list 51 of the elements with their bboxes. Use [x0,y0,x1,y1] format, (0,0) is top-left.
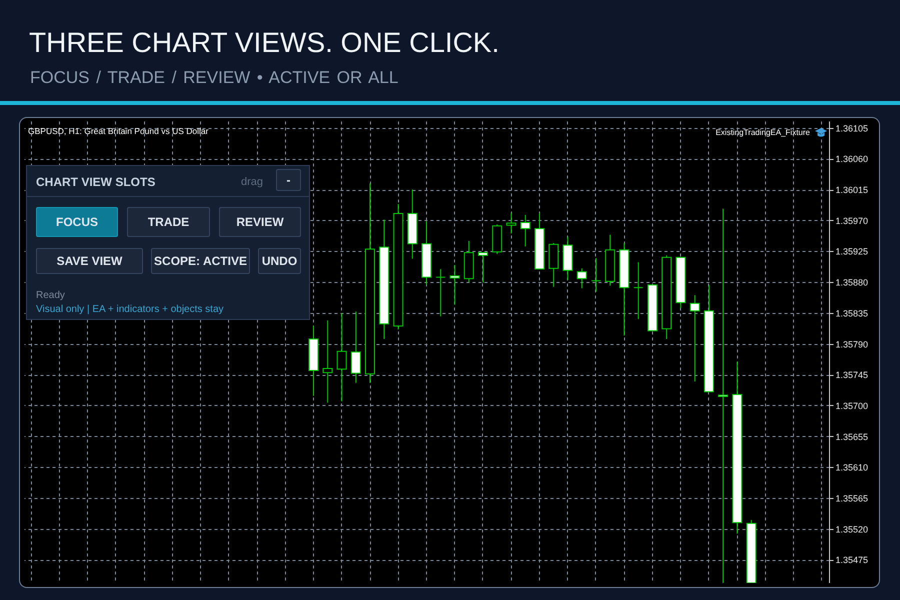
y-tick-label: 1.35700 [836,400,868,411]
candlestick [633,262,644,320]
chart-subtitle: FOCUS / TRADE / REVIEW • ACTIVE OR ALL [30,68,398,88]
button: REVIEW [219,207,301,237]
annotation: GBPUSD, H1: Great Britain Pound vs US Dollar [28,126,208,136]
y-tick-label: 1.35925 [836,246,868,257]
candlestick [718,208,728,583]
candlestick [478,252,488,284]
y-tick-label: 1.36015 [836,185,868,196]
annotation: drag [241,176,264,188]
candlestick [548,242,559,288]
candlestick [350,311,361,384]
annotation: - [286,173,290,187]
annotation: Visual only | EA + indicators + objects stay [36,304,224,315]
annotation: TRADE [148,215,190,229]
y-tick-label: 1.35655 [836,432,868,442]
y-tick-label: 1.35610 [836,462,868,473]
y-tick-label: 1.35970 [836,216,868,226]
candlestick [506,212,516,234]
annotation: UNDO [262,254,298,268]
annotation: REVIEW [236,215,284,229]
y-tick-label: 1.36105 [836,123,868,134]
button: TRADE [127,207,210,237]
annotation: SAVE VIEW [56,254,122,268]
annotation: ExistingTradingEA_Fixture [716,128,810,137]
button: UNDO [258,248,301,274]
button: SAVE VIEW [36,248,143,274]
candlestick [520,214,530,247]
button: FOCUS [36,207,118,237]
y-tick-label: 1.35745 [836,370,868,380]
button: - [276,169,301,191]
candlestick [450,264,460,306]
annotation: SCOPE: ACTIVE [154,254,247,268]
y-tick-label: 1.35790 [836,339,868,350]
candlestick [336,312,347,402]
candlestick [590,258,601,292]
candlestick [576,268,587,289]
chart-title: THREE CHART VIEWS. ONE CLICK. [29,27,500,59]
candlestick [436,268,446,317]
button: SCOPE: ACTIVE [151,248,250,274]
annotation: Ready [36,290,65,301]
y-tick-label: 1.35835 [836,308,868,318]
y-tick-label: 1.36060 [836,154,868,164]
y-tick-label: 1.35520 [836,524,868,534]
annotation: CHART VIEW SLOTS [36,175,156,189]
y-tick-label: 1.35880 [836,278,868,288]
candlestick [690,294,700,382]
annotation: FOCUS [56,215,98,229]
candlestick [322,320,333,404]
y-tick-label: 1.35565 [836,494,868,504]
y-tick-label: 1.35475 [836,555,868,566]
